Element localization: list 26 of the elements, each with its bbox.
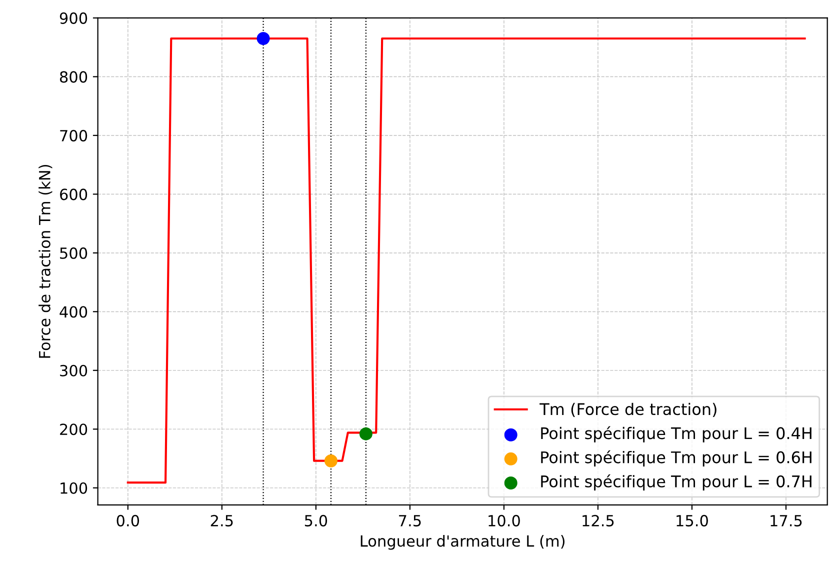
legend-label: Point spécifique Tm pour L = 0.6H — [541, 450, 812, 466]
point — [359, 427, 372, 440]
legend-label: Point spécifique Tm pour L = 0.4H — [541, 426, 812, 442]
x-axis-title: Longueur d'armature L (m) — [360, 534, 564, 550]
x-tick-label: 2.5 — [210, 514, 233, 526]
legend-label: Point spécifique Tm pour L = 0.7H — [541, 474, 812, 491]
x-tick-label: 12.5 — [582, 514, 614, 526]
x-tick-label: 7.5 — [399, 515, 421, 526]
y-tick-label: 200 — [60, 424, 88, 436]
y-tick-label: 100 — [60, 482, 88, 494]
x-tick-label: 17.5 — [770, 515, 802, 526]
y-tick-label: 400 — [60, 306, 88, 318]
x-tick-label: 10.0 — [488, 514, 520, 526]
x-tick-label: 15.0 — [676, 514, 708, 526]
y-tick-label: 600 — [60, 188, 88, 200]
point — [256, 32, 270, 46]
y-tick-label: 900 — [60, 12, 88, 24]
x-tick-label: 0.0 — [116, 514, 140, 526]
legend-label: Tm (Force de traction) — [540, 402, 716, 418]
y-tick-label: 700 — [60, 130, 88, 142]
y-axis-title: Force de traction Tm (kN) — [38, 164, 52, 358]
y-tick-label: 300 — [60, 364, 88, 376]
y-tick-label: 800 — [60, 71, 88, 83]
point — [324, 454, 338, 468]
y-tick-label: 500 — [60, 247, 88, 259]
x-tick-label: 5.0 — [304, 514, 328, 526]
